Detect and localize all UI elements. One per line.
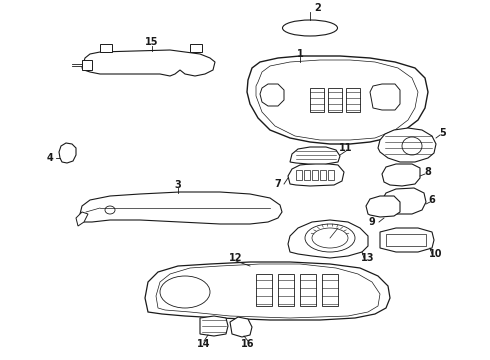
Polygon shape: [230, 317, 252, 337]
Polygon shape: [386, 234, 426, 246]
Polygon shape: [59, 143, 76, 163]
Ellipse shape: [160, 276, 210, 308]
Text: 3: 3: [174, 180, 181, 190]
Text: 11: 11: [339, 143, 353, 153]
Polygon shape: [190, 44, 202, 52]
Polygon shape: [300, 274, 316, 306]
Polygon shape: [304, 170, 310, 180]
Polygon shape: [290, 147, 340, 164]
Polygon shape: [145, 262, 390, 320]
Polygon shape: [312, 170, 318, 180]
Text: 9: 9: [368, 217, 375, 227]
Text: 6: 6: [429, 195, 436, 205]
Polygon shape: [370, 84, 400, 110]
Text: 12: 12: [229, 253, 243, 263]
Text: 8: 8: [424, 167, 431, 177]
Text: 15: 15: [145, 37, 159, 47]
Polygon shape: [82, 50, 215, 76]
Polygon shape: [100, 44, 112, 52]
Polygon shape: [328, 170, 334, 180]
Polygon shape: [247, 56, 428, 144]
Ellipse shape: [283, 20, 338, 36]
Polygon shape: [256, 274, 272, 306]
Polygon shape: [380, 228, 434, 252]
Polygon shape: [296, 170, 302, 180]
Polygon shape: [322, 274, 338, 306]
Text: 5: 5: [440, 128, 446, 138]
Polygon shape: [82, 60, 92, 70]
Text: 1: 1: [296, 49, 303, 59]
Polygon shape: [310, 88, 324, 112]
Polygon shape: [200, 316, 228, 336]
Text: 16: 16: [241, 339, 255, 349]
Polygon shape: [328, 88, 342, 112]
Ellipse shape: [312, 228, 348, 248]
Polygon shape: [260, 84, 284, 106]
Polygon shape: [346, 88, 360, 112]
Polygon shape: [382, 164, 420, 186]
Polygon shape: [76, 212, 88, 226]
Polygon shape: [278, 274, 294, 306]
Text: 7: 7: [274, 179, 281, 189]
Polygon shape: [256, 60, 418, 140]
Polygon shape: [156, 264, 380, 318]
Text: 13: 13: [361, 253, 375, 263]
Polygon shape: [320, 170, 326, 180]
Ellipse shape: [402, 137, 422, 155]
Text: 2: 2: [315, 3, 321, 13]
Ellipse shape: [105, 206, 115, 214]
Polygon shape: [288, 163, 344, 186]
Polygon shape: [288, 220, 368, 258]
Text: 10: 10: [429, 249, 443, 259]
Polygon shape: [366, 196, 400, 217]
Ellipse shape: [305, 224, 355, 252]
Polygon shape: [378, 128, 436, 162]
Text: 14: 14: [197, 339, 211, 349]
Polygon shape: [80, 192, 282, 224]
Polygon shape: [382, 188, 426, 214]
Text: 4: 4: [47, 153, 53, 163]
